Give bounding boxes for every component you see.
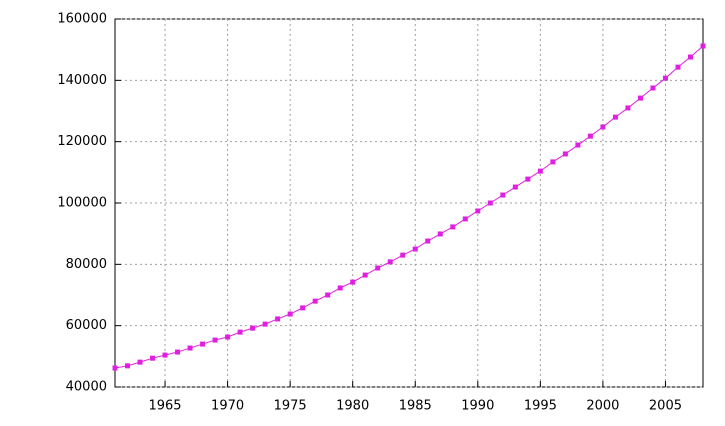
point [250, 325, 256, 331]
y-tick-label: 100000 [57, 196, 107, 211]
point [462, 216, 468, 222]
x-tick-label: 1975 [274, 399, 307, 414]
x-tick-label: 1985 [399, 399, 432, 414]
point [400, 252, 406, 258]
y-tick-label: 160000 [57, 12, 107, 27]
point [162, 352, 168, 358]
point [600, 124, 606, 130]
x-tick-label: 1970 [211, 399, 244, 414]
point [575, 142, 581, 148]
point [362, 272, 368, 278]
point [425, 238, 431, 244]
point [500, 192, 506, 198]
point [237, 329, 243, 335]
point [175, 349, 181, 355]
x-tick-label: 1995 [524, 399, 557, 414]
point [325, 292, 331, 298]
point [625, 105, 631, 111]
point [300, 305, 306, 311]
point [525, 176, 531, 182]
point [150, 355, 156, 361]
point [125, 363, 131, 369]
point [450, 224, 456, 230]
point [687, 54, 693, 60]
point [287, 311, 293, 317]
point [512, 184, 518, 190]
point [587, 133, 593, 139]
point [675, 64, 681, 70]
y-tick-label: 40000 [66, 380, 107, 395]
point [375, 265, 381, 271]
point [350, 279, 356, 285]
x-tick-label: 1965 [148, 399, 181, 414]
point [112, 365, 118, 371]
point [387, 259, 393, 265]
x-tick-label: 1990 [461, 399, 494, 414]
point [537, 168, 543, 174]
point [137, 359, 143, 365]
plot-frame [114, 18, 704, 388]
point [212, 337, 218, 343]
point [637, 95, 643, 101]
y-tick-label: 60000 [66, 318, 107, 333]
point [550, 159, 556, 165]
point [562, 151, 568, 157]
point [650, 85, 656, 91]
line [114, 45, 704, 369]
x-tick-label: 2000 [586, 399, 619, 414]
point [612, 114, 618, 120]
point [200, 341, 206, 347]
y-tick-label: 120000 [57, 134, 107, 149]
point [262, 321, 268, 327]
point [487, 200, 493, 206]
point [187, 345, 193, 351]
point [662, 75, 668, 81]
point [700, 43, 706, 49]
point [475, 208, 481, 214]
x-tick-label: 2005 [649, 399, 682, 414]
point [312, 298, 318, 304]
point [275, 316, 281, 322]
point [225, 334, 231, 340]
point [337, 285, 343, 291]
point [437, 231, 443, 237]
y-tick-label: 80000 [66, 257, 107, 272]
y-tick-label: 140000 [57, 73, 107, 88]
x-tick-label: 1980 [336, 399, 369, 414]
point [412, 246, 418, 252]
